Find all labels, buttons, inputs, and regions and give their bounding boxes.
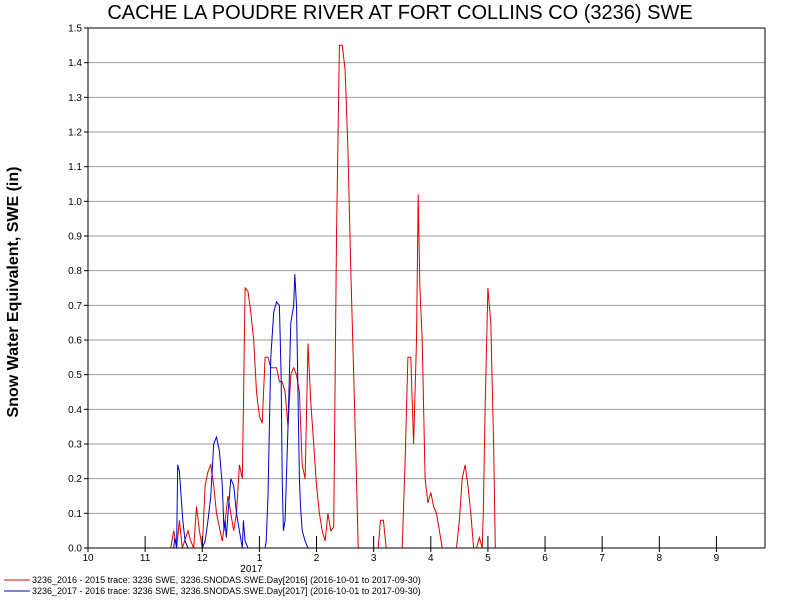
y-tick-label: 0.3 <box>68 440 82 451</box>
y-tick-label: 0.2 <box>68 474 82 485</box>
x-tick-label: 2 <box>314 553 320 564</box>
y-tick-label: 1.4 <box>68 58 82 69</box>
x-tick-label: 12 <box>197 553 209 564</box>
x-tick-label: 1 <box>257 553 263 564</box>
x-tick-label: 9 <box>714 553 720 564</box>
axes: 0.0 0.1 0.2 0.3 0.4 0.5 0.6 0.7 0.8 0.9 1.0 1.1 1.2 1… <box>68 24 766 575</box>
y-tick-label: 1.3 <box>68 93 82 104</box>
x-tick-label: 7 <box>599 553 605 564</box>
x-tick-label: 3 <box>371 553 377 564</box>
y-tick-label: 0.4 <box>68 405 82 416</box>
x-tick-label: 5 <box>485 553 491 564</box>
x-tick-label: 11 <box>140 553 151 564</box>
series-line-1 <box>170 44 500 549</box>
y-tick-label: 0.8 <box>68 266 82 277</box>
x-tick-label: 10 <box>82 553 94 564</box>
y-tick-label: 1.5 <box>68 24 82 35</box>
y-tick-label: 1.0 <box>68 197 82 208</box>
y-tick-label: 0.7 <box>68 301 82 312</box>
plot-area <box>88 28 765 548</box>
y-tick-label: 0.9 <box>68 232 82 243</box>
y-tick-label: 0.5 <box>68 370 82 381</box>
y-tick-label: 1.1 <box>68 162 82 173</box>
x-tick-label: 6 <box>542 553 548 564</box>
x-year-label: 2017 <box>240 564 263 575</box>
legend: 3236_2016 - 2015 trace: 3236 SWE, 3236.S… <box>4 575 421 596</box>
x-tick-label: 8 <box>657 553 663 564</box>
y-tick-label: 0.1 <box>68 509 82 520</box>
legend-entry: 3236_2016 - 2015 trace: 3236 SWE, 3236.S… <box>32 575 421 585</box>
y-tick-label: 1.2 <box>68 128 82 139</box>
x-tick-label: 4 <box>428 553 434 564</box>
chart-title: CACHE LA POUDRE RIVER AT FORT COLLINS CO… <box>107 2 693 24</box>
y-tick-label: 0.6 <box>68 336 82 347</box>
y-tick-label: 0.0 <box>68 544 82 555</box>
legend-entry: 3236_2017 - 2016 trace: 3236 SWE, 3236.S… <box>32 586 421 596</box>
